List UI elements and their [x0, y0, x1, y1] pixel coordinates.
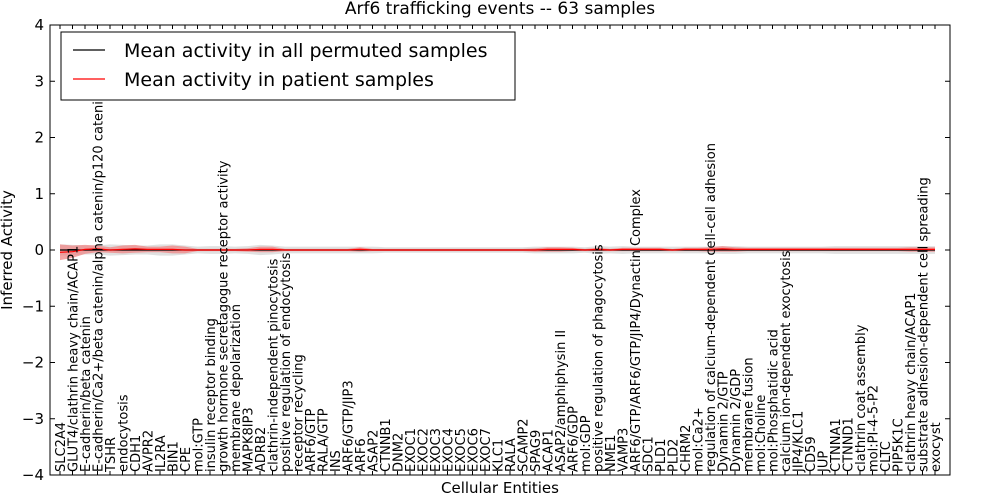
x-tick-label: mol:Phosphatidic acid — [767, 329, 782, 472]
x-tick-label: JIP4/KLC1 — [792, 411, 807, 473]
x-tick-label: PLD2 — [667, 439, 682, 472]
x-tick-label: ARF6 — [354, 438, 369, 472]
x-tick-label: calcium ion-dependent exocytosis — [779, 250, 794, 472]
x-tick-label: CD59 — [804, 436, 819, 472]
x-tick-label: CHRM2 — [679, 425, 694, 472]
x-tick-label: mol:Ca2+ — [692, 407, 707, 472]
x-tick-label: EXOC1 — [404, 428, 419, 472]
x-tick-label: EXOC6 — [467, 428, 482, 472]
x-tick-label: insulin receptor binding — [204, 318, 219, 472]
y-tick-label: −2 — [22, 354, 44, 372]
series-line-1 — [59, 248, 935, 253]
x-tick-label: AVPR2 — [142, 430, 157, 472]
x-tick-label: CTNNB1 — [379, 418, 394, 472]
x-tick-label: ASAP2 — [367, 430, 382, 472]
x-tick-label: CLTC — [879, 441, 894, 472]
x-tick-label: SCAMP2 — [517, 418, 532, 472]
y-tick-label: −1 — [22, 297, 44, 315]
x-tick-label: regulation of calcium-dependent cell-cel… — [704, 143, 719, 472]
x-tick-label: clathrin coat assembly — [854, 324, 869, 472]
x-tick-label: mol:GTP — [192, 418, 207, 472]
x-tick-label: DNM2 — [392, 433, 407, 472]
x-tick-label: Dynamin 2/GTP — [717, 371, 732, 472]
x-tick-label: exocyst — [929, 422, 944, 472]
x-tick-label: ARF6/GTP/JIP3 — [342, 380, 357, 472]
x-tick-label: ARF6/GTP — [304, 408, 319, 472]
x-tick-label: growth hormone secretagogue receptor act… — [217, 160, 232, 472]
x-tick-label: EXOC3 — [429, 428, 444, 472]
y-tick-label: 0 — [34, 241, 44, 259]
x-tick-label: positive regulation of endocytosis — [279, 252, 294, 472]
x-tick-label: VAMP3 — [617, 428, 632, 472]
x-tick-label: INS — [329, 450, 344, 472]
x-tick-label: EXOC7 — [479, 428, 494, 472]
x-tick-label: CDH1 — [129, 435, 144, 472]
series-lines — [59, 248, 935, 253]
x-tick-label: positive regulation of phagocytosis — [592, 244, 607, 472]
x-tick-label: BIN1 — [167, 441, 182, 472]
x-tick-label: substrate adhesion-dependent cell spread… — [917, 177, 932, 472]
x-tick-label: Dynamin 2/GDP — [729, 369, 744, 472]
x-tick-label: SDC1 — [642, 436, 657, 472]
legend-label-permuted: Mean activity in all permuted samples — [124, 40, 487, 62]
y-tick-label: −4 — [22, 466, 44, 484]
x-tick-label: IL2RA — [154, 435, 169, 472]
y-tick-label: 3 — [34, 72, 44, 90]
x-tick-label: mol:PI-4-5-P2 — [867, 385, 882, 472]
x-tick-label: membrane depolarization — [229, 304, 244, 472]
x-axis-ticks — [59, 25, 936, 475]
y-tick-label: 1 — [34, 185, 44, 203]
x-tick-label: mol:Choline — [754, 395, 769, 472]
x-tick-label: KLC1 — [492, 439, 507, 472]
x-tick-label: ADRB2 — [254, 427, 269, 472]
x-tick-label: receptor recycling — [292, 354, 307, 472]
x-tick-label: ACAP1 — [542, 429, 557, 472]
x-tick-label: clathrin heavy chain/ACAP1 — [904, 293, 919, 472]
x-tick-label: CTNND1 — [842, 417, 857, 472]
x-tick-label: ARF6/GDP — [567, 406, 582, 472]
x-tick-label: SLC2A4 — [54, 422, 69, 472]
x-tick-label: clathrin-independent pinocytosis — [267, 258, 282, 472]
y-tick-label: −3 — [22, 410, 44, 428]
x-tick-label: E-cadherin/Ca2+/beta catenin/alpha caten… — [92, 93, 107, 472]
x-tick-label: MAPK8IP3 — [242, 407, 257, 472]
x-tick-label: RALA/GTP — [317, 408, 332, 472]
x-tick-label: GLUT4/clathrin heavy chain/ACAP1 — [67, 246, 82, 472]
y-axis-label: Inferred Activity — [0, 190, 16, 310]
y-axis-ticks: −4 −3 −2 −1 0 1 2 3 4 — [22, 16, 950, 484]
x-tick-label: EXOC2 — [417, 428, 432, 472]
legend-label-patient: Mean activity in patient samples — [124, 69, 434, 91]
legend: Mean activity in all permuted samples Me… — [60, 31, 516, 101]
x-tick-label: CTNNA1 — [829, 418, 844, 472]
x-tick-label: mol:GDP — [579, 415, 594, 472]
x-tick-label: ARF6/GTP/ARF6/GTP/JIP4/Dynactin Complex — [629, 189, 644, 472]
x-tick-label: PLD1 — [654, 439, 669, 472]
legend-box — [60, 31, 516, 101]
x-tick-label: TSHR — [104, 437, 119, 473]
x-tick-label: PIP5K1C — [892, 418, 907, 472]
x-tick-label: SPAG9 — [529, 430, 544, 472]
x-tick-label: E-cadherin/beta catenin — [79, 316, 94, 472]
x-tick-label: NME1 — [604, 435, 619, 472]
x-tick-label: membrane fusion — [742, 357, 757, 472]
chart-title: Arf6 trafficking events -- 63 samples — [345, 0, 655, 19]
x-tick-label: RALA — [504, 438, 519, 472]
y-tick-label: 2 — [34, 129, 44, 147]
x-tick-label: EXOC4 — [442, 428, 457, 472]
y-tick-label: 4 — [34, 16, 44, 34]
x-tick-label: JUP — [817, 451, 832, 473]
x-tick-label: EXOC5 — [454, 428, 469, 472]
error-bands — [60, 244, 935, 261]
x-tick-label: endocytosis — [117, 394, 132, 472]
error-band-1 — [60, 244, 935, 261]
x-tick-label: CPE — [179, 447, 194, 472]
x-tick-label: ASAP2/amphiphysin II — [554, 330, 569, 472]
x-axis-label: Cellular Entities — [441, 479, 559, 497]
